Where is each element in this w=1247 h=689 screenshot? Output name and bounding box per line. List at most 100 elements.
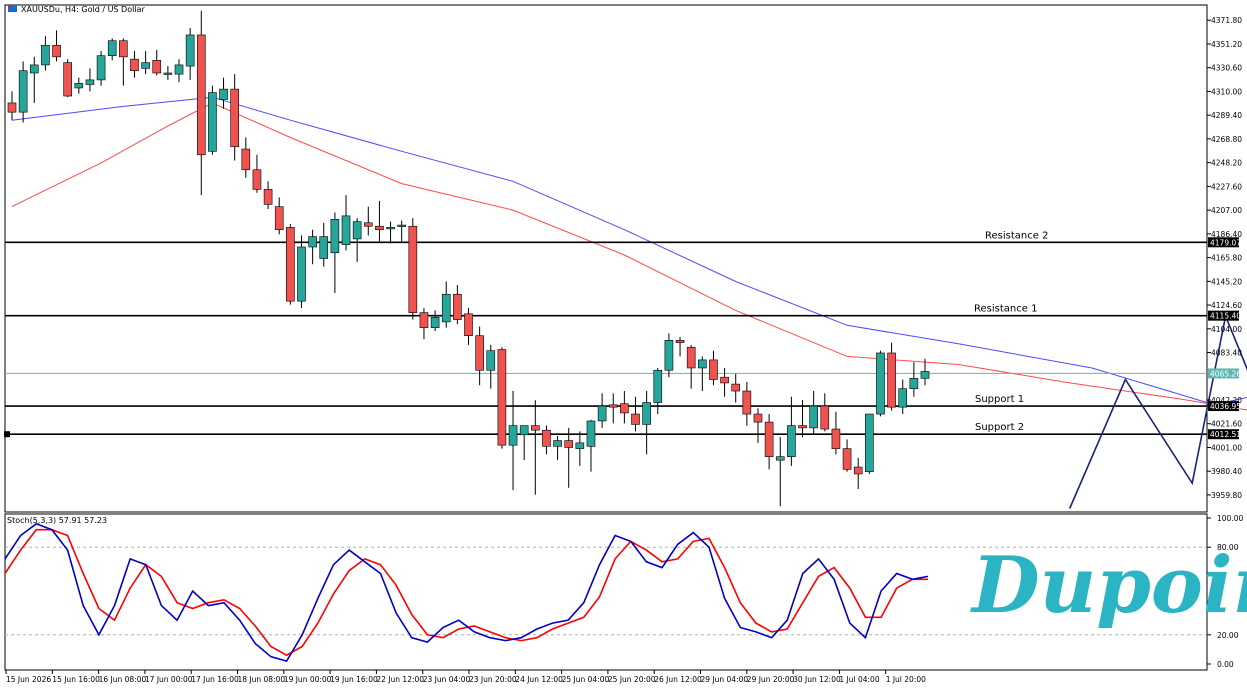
stoch-tick-label: 20.00 — [1217, 631, 1239, 640]
candle — [631, 396, 640, 432]
price-tick-label: 4371.80 — [1211, 16, 1242, 25]
candle-body — [597, 405, 607, 422]
flag-icon — [8, 5, 17, 12]
candle-body — [141, 62, 150, 69]
price-pane-frame — [4, 4, 1208, 513]
candle — [241, 137, 251, 178]
stoch-signal-line — [4, 528, 928, 657]
candle-body — [18, 70, 28, 113]
candle-body — [330, 219, 340, 254]
level-price-tag-text: 4115.40 — [1210, 312, 1241, 321]
candle-body — [196, 34, 206, 156]
candle — [909, 362, 919, 397]
symbol-title: XAUUSDu, H4: Gold / US Dollar — [21, 5, 145, 14]
candle-body — [909, 378, 919, 390]
candle — [575, 431, 585, 466]
candle-body — [508, 425, 518, 446]
candle-body — [441, 293, 451, 323]
candle — [898, 379, 908, 415]
candle-body — [586, 420, 596, 447]
candle — [152, 49, 162, 76]
candle-body — [263, 189, 273, 205]
price-tick-label: 4042.20 — [1211, 396, 1242, 405]
time-tick-label: 19 Jun 16:00 — [330, 675, 378, 684]
price-tick-label: 4186.40 — [1211, 230, 1242, 239]
current-price-tag-text: 4065.26 — [1210, 369, 1241, 378]
candle-body — [430, 316, 440, 328]
price-tick-label: 4001.00 — [1211, 443, 1242, 452]
candle-body — [764, 421, 774, 457]
candle — [363, 206, 373, 236]
candle — [475, 326, 484, 386]
candle-body — [241, 148, 251, 171]
candle-body — [787, 425, 796, 457]
candle — [319, 222, 329, 267]
candle-body — [686, 346, 696, 369]
candle — [709, 350, 718, 386]
candle — [130, 51, 139, 78]
candle-body — [274, 206, 284, 230]
candle-body — [352, 221, 362, 240]
time-tick-label: 23 Jun 04:00 — [423, 675, 471, 684]
price-tick-label: 4124.60 — [1211, 301, 1242, 310]
level-price-tag — [1208, 401, 1239, 412]
time-tick-label: 17 Jun 16:00 — [191, 675, 239, 684]
candle — [486, 344, 496, 389]
candle-body — [375, 225, 384, 230]
time-tick-label: 26 Jun 12:00 — [654, 675, 702, 684]
candle-body — [620, 403, 629, 414]
candle — [720, 367, 729, 397]
axes: 4179.07 4115.40 4036.95 4012.51 4065.26 4371.… — [5, 16, 1243, 684]
price-tick-label: 4083.40 — [1211, 349, 1242, 358]
candle — [286, 223, 295, 305]
stoch-pane-frame — [4, 513, 1208, 671]
candle-body — [308, 236, 317, 248]
candle — [174, 59, 184, 83]
candle-body — [386, 227, 395, 230]
candle — [274, 197, 284, 235]
candle — [18, 61, 28, 123]
candle — [876, 350, 885, 417]
candle-body — [753, 413, 763, 423]
candle-body — [720, 376, 729, 384]
candle — [196, 10, 206, 196]
candle — [497, 347, 507, 449]
candle — [63, 59, 72, 98]
candle — [775, 437, 785, 507]
candle-body — [809, 405, 818, 429]
candle-body — [185, 34, 195, 67]
stoch-tick-label: 0.00 — [1217, 660, 1234, 669]
candle — [263, 181, 273, 209]
candle — [74, 77, 84, 94]
candle — [107, 38, 117, 61]
candle-body — [564, 440, 574, 448]
candle — [341, 195, 351, 251]
time-tick-label: 29 Jun 04:00 — [701, 675, 749, 684]
candle-body — [664, 340, 674, 371]
candle — [297, 235, 306, 309]
candle-body — [631, 413, 640, 425]
candle — [809, 391, 818, 435]
candle-body — [297, 246, 306, 302]
price-tick-label: 4165.80 — [1211, 254, 1242, 263]
candle-body — [920, 371, 930, 379]
candle-body — [174, 64, 184, 75]
candle — [920, 358, 930, 386]
candle — [887, 342, 896, 411]
time-tick-label: 15 Jun 16:00 — [52, 675, 100, 684]
candle-body — [63, 62, 72, 97]
candle-body — [408, 225, 418, 313]
candle-body — [397, 224, 407, 227]
candle-body — [675, 340, 685, 343]
candle-body — [341, 215, 351, 245]
candle-body — [453, 293, 462, 320]
time-tick-label: 24 Jun 12:00 — [515, 675, 563, 684]
level-price-tag — [1208, 429, 1239, 440]
candle-body — [642, 402, 651, 425]
candle — [842, 439, 852, 472]
time-tick-label: 15 Jun 2026 — [6, 675, 51, 684]
candle — [7, 91, 17, 121]
candle — [853, 457, 863, 489]
candle — [798, 400, 807, 438]
candle — [185, 28, 195, 80]
